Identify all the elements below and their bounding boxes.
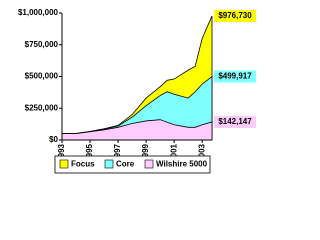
x-tick-label: 2003 [197, 143, 206, 161]
legend-swatch [59, 159, 69, 169]
y-tick-label: $250,000 [25, 103, 59, 112]
value-label-box [214, 70, 256, 83]
y-tick-label: $1,000,000 [18, 8, 59, 17]
x-tick-label: 2001 [169, 143, 178, 161]
x-tick-label: 1999 [141, 143, 150, 161]
value-label-box [214, 115, 256, 128]
y-tick-label: $500,000 [25, 72, 59, 81]
y-tick-label: $0 [49, 135, 58, 144]
value-label-box [214, 9, 256, 22]
legend-swatch [104, 159, 114, 169]
legend-box [54, 155, 211, 174]
value-label: $142,147 [218, 117, 252, 126]
y-tick-label: $750,000 [25, 40, 59, 49]
x-tick-label: 1995 [85, 143, 94, 161]
value-label: $976,730 [218, 11, 252, 20]
x-tick-label: 1997 [113, 143, 122, 161]
legend-swatch [144, 159, 154, 169]
legend-label: Core [116, 160, 135, 169]
legend-label: Focus [71, 160, 95, 169]
value-label: $499,917 [218, 72, 252, 81]
x-tick-label: 1993 [57, 143, 66, 161]
legend-label: Wilshire 5000 [156, 160, 208, 169]
chart: $0 $250,000 $500,000 $750,000 $1,000,000 1993… [18, 8, 256, 174]
area [61, 119, 213, 141]
